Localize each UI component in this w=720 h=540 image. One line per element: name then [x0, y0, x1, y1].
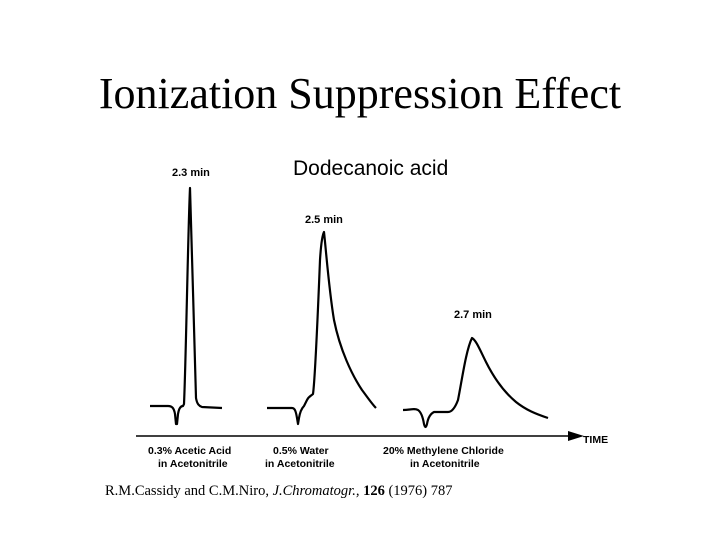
peak-1-time-label: 2.3 min	[172, 167, 210, 179]
condition-2-line2: in Acetonitrile	[265, 458, 335, 470]
condition-3-line1: 20% Methylene Chloride	[383, 445, 504, 457]
condition-1-line2: in Acetonitrile	[158, 458, 228, 470]
citation-authors: R.M.Cassidy and C.M.Niro,	[105, 483, 269, 499]
citation-journal: J.Chromatogr.,	[272, 483, 360, 499]
time-axis-arrow-icon	[568, 431, 584, 441]
condition-2-line1: 0.5% Water	[273, 445, 329, 457]
chromatogram-trace-2	[267, 230, 377, 426]
peak-2-time-label: 2.5 min	[305, 214, 343, 226]
chromatogram-trace-3	[402, 336, 549, 429]
citation: R.M.Cassidy and C.M.Niro, J.Chromatogr.,…	[105, 483, 453, 500]
time-axis-label: TIME	[583, 434, 608, 446]
slide-title: Ionization Suppression Effect	[98, 69, 622, 118]
condition-1-line1: 0.3% Acetic Acid	[148, 445, 231, 457]
citation-year: (1976)	[388, 483, 428, 499]
condition-3-line2: in Acetonitrile	[410, 458, 480, 470]
peak-3-time-label: 2.7 min	[454, 309, 492, 321]
citation-volume: 126	[363, 483, 385, 499]
compound-label: Dodecanoic acid	[293, 157, 448, 180]
chromatogram-trace-1	[150, 186, 223, 426]
citation-page: 787	[430, 483, 453, 499]
